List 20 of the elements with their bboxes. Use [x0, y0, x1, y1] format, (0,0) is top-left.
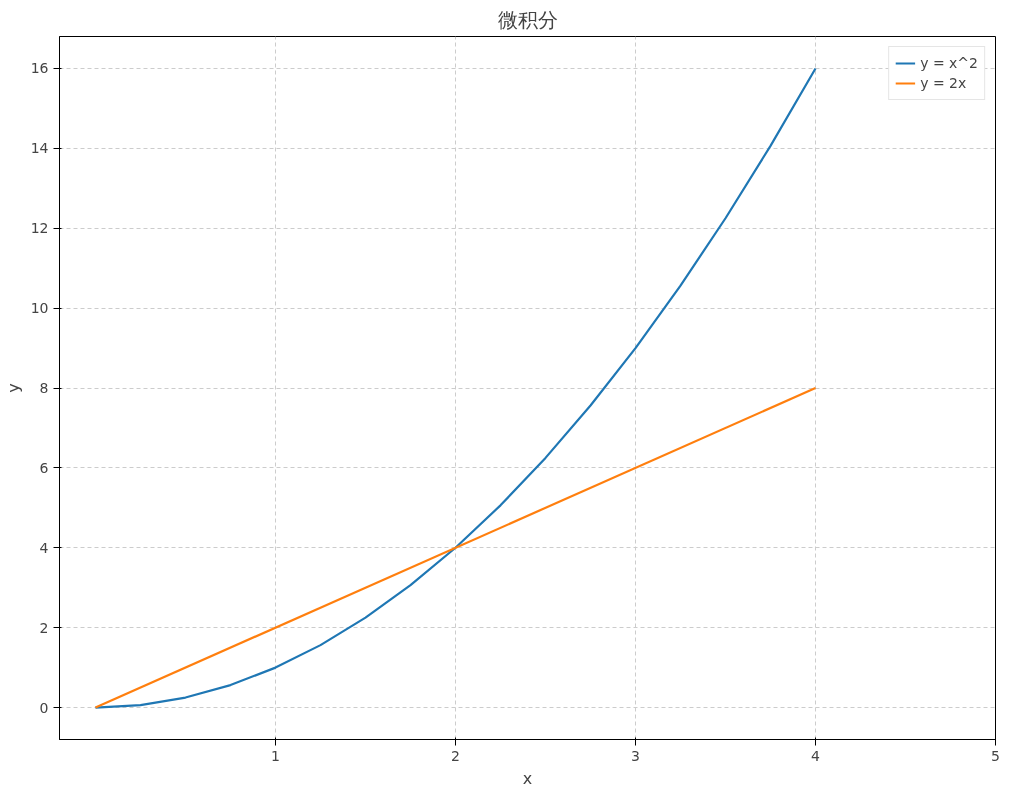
y-tick-label: 4 — [39, 539, 49, 556]
x-tick-label: 4 — [811, 747, 821, 764]
legend-label: y = 2x — [920, 75, 967, 91]
y-tick-label: 16 — [30, 60, 49, 77]
chart-title: 微积分 — [497, 7, 558, 32]
y-axis-title: y — [3, 383, 23, 393]
y-tick-label: 0 — [39, 699, 49, 716]
y-tick-label: 6 — [39, 459, 49, 476]
legend-label: y = x^2 — [920, 55, 978, 71]
x-tick-label: 1 — [271, 747, 280, 764]
y-tick-label: 14 — [30, 140, 49, 157]
y-tick-label: 12 — [30, 220, 49, 237]
y-tick-label: 2 — [39, 619, 49, 636]
x-tick-label: 5 — [991, 747, 1000, 764]
x-tick-label: 3 — [631, 747, 640, 764]
x-tick-label: 2 — [451, 747, 460, 764]
y-tick-label: 10 — [30, 300, 49, 317]
line-series — [94, 67, 817, 709]
x-axis-title: x — [522, 768, 533, 788]
y-tick-label: 8 — [39, 380, 49, 396]
